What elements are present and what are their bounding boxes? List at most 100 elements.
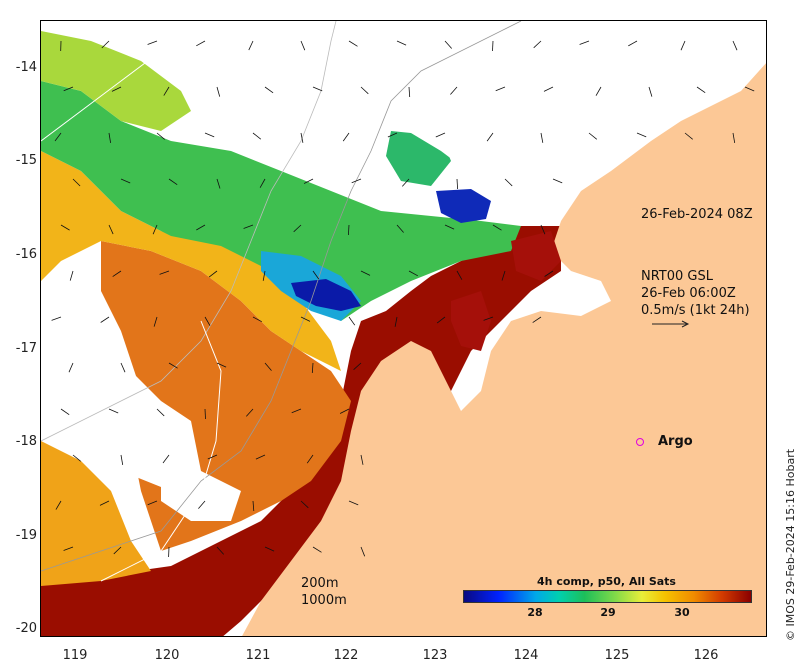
current-vector [255,454,266,460]
current-vector [348,224,350,236]
current-vector [216,86,221,97]
current-vector [108,132,111,143]
current-vector [207,454,218,460]
current-vector [312,86,323,92]
y-tick-label: -18 [15,434,37,449]
current-vector [588,132,598,140]
current-vector [360,86,369,95]
current-vector [533,40,542,49]
current-vector [543,86,554,92]
current-vector [360,270,371,276]
bathymetry-contour-white [41,50,222,582]
x-tick-label: 125 [604,648,630,663]
current-vector [360,454,364,465]
current-vector [387,132,398,138]
current-vector [216,362,227,368]
current-vector [504,178,513,187]
current-vector [360,546,366,557]
y-tick-label: -20 [15,621,37,636]
y-tick-label: -15 [15,153,37,168]
current-vector [72,454,81,462]
x-tick-label: 126 [693,648,719,663]
current-vector [51,316,62,321]
current-vector [246,408,254,417]
current-vector [532,316,542,323]
bathymetry-contour-1000m [41,21,337,442]
current-vector [300,316,311,322]
current-vector [435,132,446,138]
current-vector [311,362,314,374]
current-vector [216,178,221,189]
current-vector [252,316,262,323]
x-tick-label: 120 [154,648,180,663]
current-vector [408,270,418,277]
current-vector [99,500,110,506]
current-vector [293,224,302,233]
y-tick-label: -19 [15,528,37,543]
current-vector [348,500,359,506]
current-vector [108,408,119,414]
current-vector [216,546,224,555]
current-vector [264,546,275,552]
argo-float-marker[interactable] [636,438,644,446]
y-tick-label: -17 [15,341,37,356]
current-vector [402,178,410,187]
cloud-gap-north [181,21,581,201]
current-vector [396,224,404,233]
current-vector [120,178,131,184]
current-vector [579,40,590,45]
current-vector [696,86,706,94]
current-vector [72,178,81,187]
current-vector [291,408,302,414]
current-source-label: NRT00 GSL [641,269,713,284]
current-vector [196,224,206,231]
current-vector [108,224,114,235]
colorbar-tick: 29 [600,606,616,619]
current-vector [732,40,738,51]
colorbar-title: 4h comp, p50, All Sats [537,575,676,588]
current-vector [312,546,322,553]
sst-cold-patch-north [436,189,491,223]
current-vector [204,132,215,138]
sst-mild-band-west [41,441,151,586]
sst-map[interactable] [40,20,767,637]
current-vector [152,224,158,235]
current-vector [483,316,494,321]
current-vector [436,316,446,324]
current-vector [744,86,755,92]
current-vector [312,270,320,280]
current-vector [501,270,506,281]
current-scale-label: 0.5m/s (1kt 24h) [641,303,750,318]
current-vector [680,40,686,51]
current-vector [60,224,70,231]
cloud-gap-west [41,321,201,491]
colorbar [463,590,752,603]
current-vector [732,132,736,143]
current-vector [300,500,309,509]
current-vector [351,178,362,184]
x-tick-label: 123 [422,648,448,663]
sst-map-canvas [41,21,766,636]
current-vector [162,454,170,464]
current-vector [456,178,458,190]
colorbar-tick: 28 [527,606,543,619]
current-vector [540,224,546,235]
current-vector [111,86,122,92]
current-vector [69,270,74,281]
current-vector [252,500,255,512]
current-vector [68,362,74,373]
current-vector [163,86,170,96]
current-vector [60,408,70,416]
sst-hot-coastal-band [41,226,561,636]
sst-lime-band [41,31,191,131]
x-tick-label: 124 [513,648,539,663]
cloud-gap-southwest [161,451,241,521]
current-vector [259,178,266,188]
sst-estuary-patch [451,291,491,351]
current-vector [444,224,455,230]
current-vector [628,40,638,47]
current-vector [54,132,62,142]
x-tick-label: 119 [62,648,88,663]
current-vector [342,132,350,142]
current-vector [100,316,110,323]
